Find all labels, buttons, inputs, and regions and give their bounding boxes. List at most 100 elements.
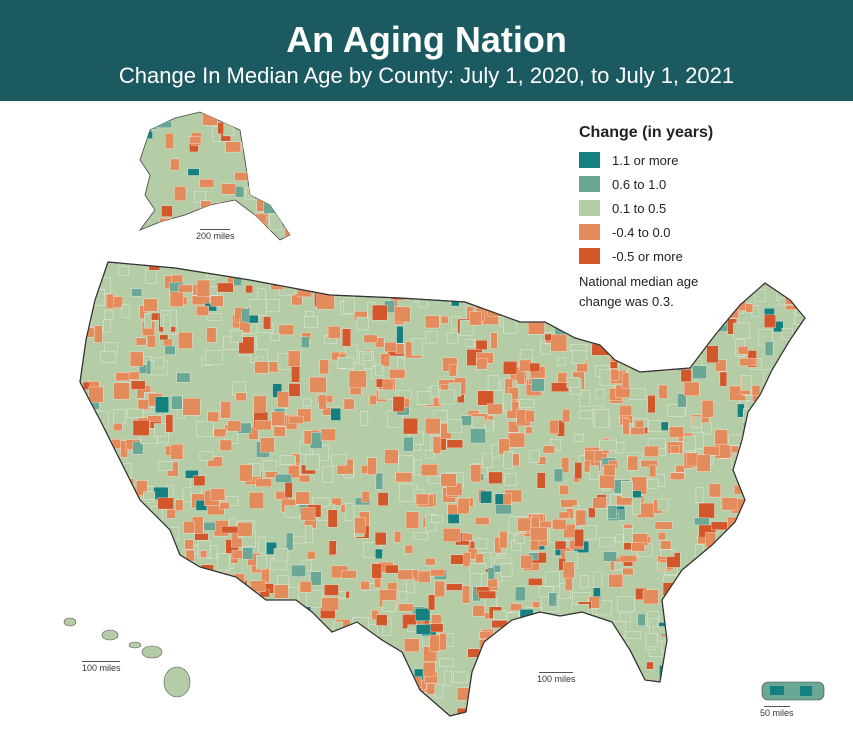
county xyxy=(707,578,720,587)
county xyxy=(667,670,679,682)
puerto-rico xyxy=(761,681,825,701)
county xyxy=(253,395,267,413)
county xyxy=(309,376,327,393)
county xyxy=(739,358,756,367)
county xyxy=(658,532,666,541)
county xyxy=(306,589,323,608)
county xyxy=(363,334,378,343)
county xyxy=(269,214,282,231)
county xyxy=(103,319,111,333)
county xyxy=(129,689,147,706)
county xyxy=(98,540,110,558)
county xyxy=(430,569,446,577)
legend-item: -0.5 or more xyxy=(579,244,729,268)
county xyxy=(610,343,620,362)
county xyxy=(696,562,713,575)
county xyxy=(393,659,403,675)
county xyxy=(801,539,805,556)
county xyxy=(789,617,801,636)
county xyxy=(621,372,630,389)
county xyxy=(394,531,402,543)
county xyxy=(303,691,317,702)
county xyxy=(361,491,370,503)
county xyxy=(268,361,280,373)
county xyxy=(693,566,701,576)
county xyxy=(520,555,533,569)
county xyxy=(694,627,706,642)
county xyxy=(686,694,694,702)
county xyxy=(84,450,93,460)
county-map xyxy=(63,111,825,725)
county xyxy=(767,538,781,552)
county xyxy=(527,316,545,335)
county xyxy=(595,324,608,338)
county xyxy=(716,650,728,659)
county xyxy=(715,359,727,372)
county xyxy=(100,351,117,363)
county xyxy=(487,303,504,317)
county xyxy=(716,626,733,636)
county xyxy=(795,540,803,556)
county xyxy=(209,665,225,675)
county xyxy=(446,332,459,345)
county xyxy=(105,692,117,703)
county xyxy=(369,394,377,405)
county xyxy=(229,678,248,686)
county xyxy=(645,633,658,648)
county xyxy=(667,404,686,417)
county xyxy=(234,573,245,590)
county xyxy=(569,643,587,660)
county xyxy=(766,466,775,477)
county xyxy=(429,634,440,652)
county xyxy=(660,540,672,550)
scale-bar-conus: 100 miles xyxy=(537,672,576,684)
county xyxy=(391,691,400,703)
county xyxy=(161,568,170,579)
county xyxy=(574,433,584,442)
county xyxy=(755,450,765,458)
legend-item: 0.6 to 1.0 xyxy=(579,172,729,196)
county xyxy=(273,548,289,562)
county xyxy=(696,454,711,472)
county xyxy=(229,627,245,640)
county xyxy=(272,383,283,398)
county xyxy=(619,405,632,418)
county xyxy=(143,527,153,536)
page-subtitle: Change In Median Age by County: July 1, … xyxy=(118,63,735,88)
county xyxy=(731,568,743,585)
county xyxy=(118,266,129,276)
county xyxy=(422,717,437,725)
county xyxy=(501,280,515,291)
county xyxy=(158,461,173,471)
county xyxy=(562,409,571,423)
county xyxy=(783,637,801,654)
county xyxy=(150,560,166,572)
county xyxy=(634,420,644,428)
county xyxy=(768,534,779,543)
county xyxy=(233,580,248,597)
county xyxy=(674,349,690,365)
county xyxy=(288,383,301,397)
county xyxy=(507,432,525,448)
county xyxy=(631,714,648,716)
county xyxy=(143,698,157,716)
county xyxy=(561,457,570,473)
county xyxy=(581,670,590,688)
county xyxy=(803,614,805,623)
county xyxy=(431,515,443,523)
county xyxy=(230,330,243,343)
county xyxy=(806,428,815,437)
county xyxy=(710,633,726,647)
county xyxy=(100,522,112,536)
county xyxy=(213,428,227,437)
county xyxy=(229,712,240,716)
county xyxy=(791,278,805,288)
county xyxy=(544,694,556,712)
county xyxy=(560,655,571,673)
county xyxy=(304,681,316,697)
county xyxy=(434,580,445,598)
county xyxy=(88,442,101,459)
county xyxy=(479,631,492,639)
county xyxy=(115,372,131,381)
county xyxy=(220,697,237,711)
